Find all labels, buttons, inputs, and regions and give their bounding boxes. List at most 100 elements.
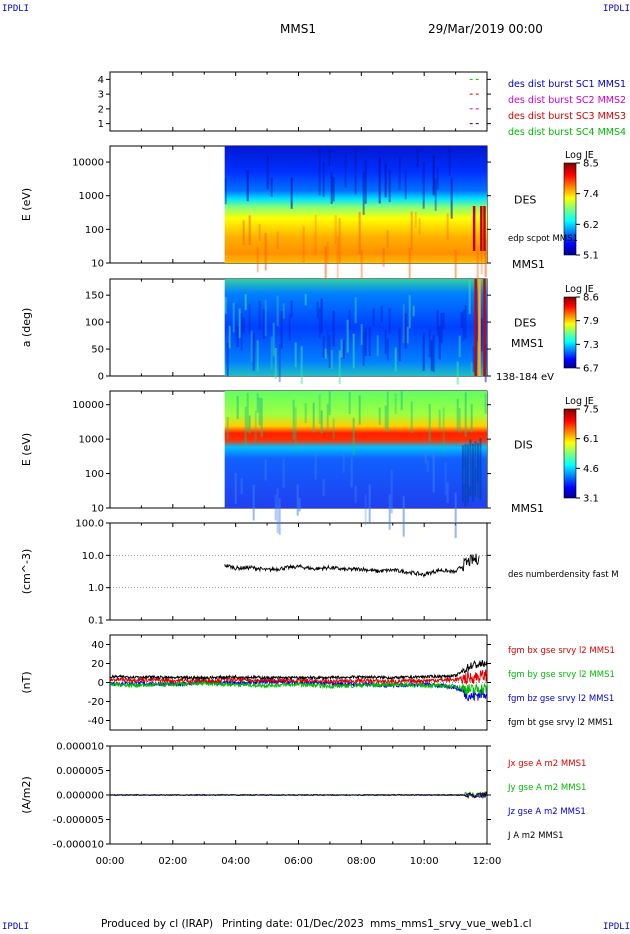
spectrogram-texture <box>274 494 277 521</box>
spectrogram-texture <box>304 403 307 423</box>
spectrogram-texture <box>332 418 335 439</box>
spectrogram-texture <box>358 211 361 255</box>
spectrogram-spike <box>474 279 477 376</box>
legend-b-0: fgm bx gse srvy l2 MMS1 <box>508 646 615 656</box>
spectrogram-texture <box>472 346 475 373</box>
spectrogram-texture <box>354 149 357 195</box>
spectrogram-texture <box>480 250 483 275</box>
spectrogram-texture <box>410 211 413 250</box>
spectrogram-spike <box>483 279 486 376</box>
x-tick-label: 00:00 <box>96 856 125 867</box>
x-tick-label: 12:00 <box>473 856 502 867</box>
panel-frame-0 <box>109 71 488 132</box>
spectrogram-texture <box>456 361 459 385</box>
legend-j-2: Jz gse A m2 MMS1 <box>507 807 586 817</box>
y-tick-label: 0.000000 <box>56 791 104 802</box>
spectrogram-texture <box>342 452 345 473</box>
spectrogram-texture <box>248 215 251 246</box>
spectrogram-spike <box>476 443 479 498</box>
spectrogram-texture <box>248 415 251 434</box>
y-tick-label: 0 <box>98 678 104 689</box>
energy-range-label: 138-184 eV <box>496 372 554 383</box>
spectrogram-texture <box>344 153 347 188</box>
y-axis-label: a (deg) <box>20 308 33 348</box>
spectrogram-texture <box>384 163 387 198</box>
legend-j-3: J A m2 MMS1 <box>507 831 564 841</box>
spectrogram-texture <box>238 308 241 339</box>
spectrogram-spike <box>471 443 474 502</box>
footer-printing: Printing date: 01/Dec/2023 <box>222 918 364 930</box>
spectrogram-texture <box>450 178 453 219</box>
spectrogram-texture <box>258 397 261 426</box>
spectrogram-texture <box>432 334 435 372</box>
spectrogram-texture <box>428 404 431 442</box>
y-tick-label: 0.1 <box>88 616 104 627</box>
spectrogram-texture <box>464 392 467 437</box>
spectrogram-texture <box>372 308 375 326</box>
spectrogram-texture <box>446 213 449 240</box>
legend-b-2: fgm bz gse srvy l2 MMS1 <box>508 694 614 704</box>
spectrogram-texture <box>476 244 479 292</box>
spectrogram-texture <box>330 350 333 369</box>
spectrogram-texture <box>224 178 227 205</box>
spectrogram-texture <box>316 301 319 319</box>
y-tick-label: -0.000005 <box>53 815 104 826</box>
spectrogram-texture <box>334 215 337 245</box>
y-tick-label: 20 <box>91 659 104 670</box>
spectrogram-texture <box>224 297 227 314</box>
spectrogram-texture <box>324 348 327 359</box>
spectrogram-texture <box>382 247 385 267</box>
spectrogram-texture <box>346 319 349 353</box>
spectrogram-texture <box>328 335 331 368</box>
series-line-j3 <box>109 790 488 799</box>
spectrogram-texture <box>312 402 315 433</box>
spectrogram-texture <box>274 348 277 379</box>
spectrogram-texture <box>318 394 321 424</box>
spectrogram-texture <box>380 305 383 322</box>
spectrogram-texture <box>242 220 245 246</box>
spectrogram-texture <box>256 393 259 413</box>
legend-j-0: Jx gse A m2 MMS1 <box>507 759 586 769</box>
spectrogram-texture <box>428 328 431 358</box>
spectrogram-texture <box>458 335 461 358</box>
spectrogram-texture <box>236 396 239 419</box>
colorbar-tick-label: 7.3 <box>583 340 599 351</box>
spectrogram-texture <box>276 231 279 249</box>
y-tick-label: 2 <box>98 104 104 115</box>
spectrogram-texture <box>378 156 381 204</box>
spectrogram-texture <box>404 313 407 349</box>
y-tick-label: 150 <box>85 291 104 302</box>
y-tick-label: -20 <box>88 697 104 708</box>
spectrogram-texture <box>328 391 331 416</box>
spectrogram-texture <box>240 313 243 351</box>
spectrogram-texture <box>338 218 341 264</box>
spectrogram-texture <box>336 236 339 281</box>
footer-file: mms_mms1_srvy_vue_web1.cl <box>370 918 532 930</box>
spectrogram-texture <box>294 342 297 368</box>
spectrogram-texture <box>282 303 285 319</box>
spectrogram-texture <box>406 326 409 344</box>
spectrogram-texture <box>386 391 389 432</box>
spectrogram-texture <box>328 148 331 167</box>
colorbar-title: Log JE <box>565 150 594 161</box>
y-tick-label: 1 <box>98 119 104 130</box>
legend-burst-4: des dist burst SC4 MMS4 <box>508 127 626 138</box>
spectrogram-texture <box>484 393 487 414</box>
spectrogram-texture <box>228 325 231 349</box>
spectrogram-texture <box>258 223 261 242</box>
spectrogram-texture <box>410 401 413 433</box>
spectrogram-texture <box>240 477 243 495</box>
y-tick-label: 0.000005 <box>56 766 104 777</box>
spectrogram-texture <box>422 162 425 209</box>
spectrogram-texture <box>388 308 391 334</box>
spectrogram-texture <box>360 249 363 288</box>
spectrogram-texture <box>362 171 365 215</box>
spectrogram-texture <box>398 328 401 362</box>
spectrogram-texture <box>376 335 379 357</box>
spectrogram-texture <box>250 330 253 363</box>
spectrogram-texture <box>444 462 447 496</box>
footer-produced: Produced by cl (IRAP) <box>101 918 214 930</box>
spectrogram-texture <box>332 176 335 202</box>
spectrogram-texture <box>322 478 325 497</box>
